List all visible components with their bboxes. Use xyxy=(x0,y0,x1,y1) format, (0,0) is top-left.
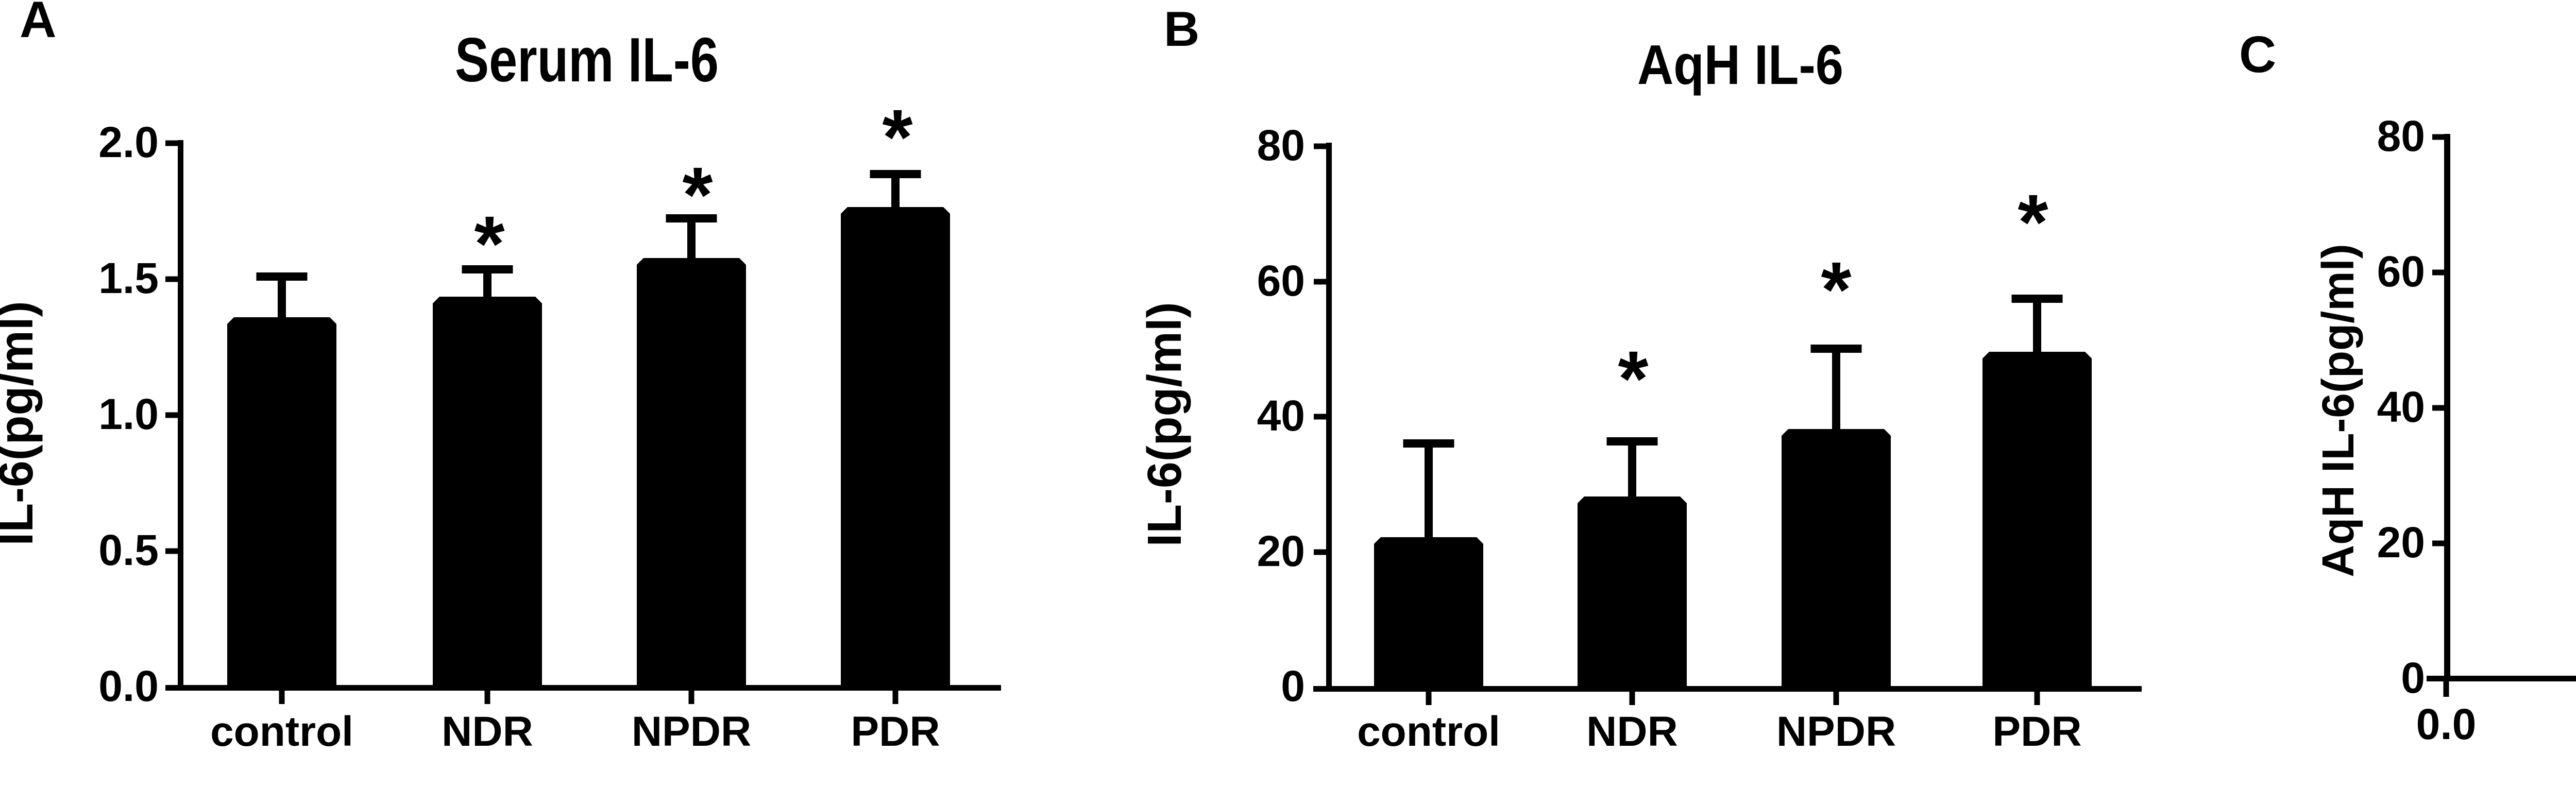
svg-text:control: control xyxy=(1357,708,1500,755)
svg-text:80: 80 xyxy=(2377,112,2425,160)
svg-text:60: 60 xyxy=(2377,247,2425,296)
svg-text:NDR: NDR xyxy=(442,708,533,755)
svg-text:PDR: PDR xyxy=(1992,708,2081,755)
svg-text:0: 0 xyxy=(2401,654,2425,702)
svg-text:0: 0 xyxy=(1281,662,1305,710)
svg-text:B: B xyxy=(1164,2,1199,57)
svg-text:80: 80 xyxy=(1257,121,1305,169)
svg-text:*: * xyxy=(474,200,504,288)
svg-text:2.0: 2.0 xyxy=(98,118,159,166)
svg-text:IL-6(pg/ml): IL-6(pg/ml) xyxy=(0,301,43,545)
svg-text:*: * xyxy=(1618,335,1648,423)
svg-text:A: A xyxy=(20,0,57,48)
svg-text:NPDR: NPDR xyxy=(632,708,751,755)
svg-text:Serum IL-6: Serum IL-6 xyxy=(455,25,719,95)
svg-text:control: control xyxy=(210,708,353,755)
svg-text:40: 40 xyxy=(2377,383,2425,431)
svg-text:60: 60 xyxy=(1257,256,1305,305)
svg-text:0.5: 0.5 xyxy=(98,526,159,574)
svg-text:0.0: 0.0 xyxy=(98,662,159,710)
svg-text:*: * xyxy=(682,151,713,239)
svg-text:AqH IL-6(pg/ml): AqH IL-6(pg/ml) xyxy=(2313,244,2363,577)
svg-text:*: * xyxy=(882,94,912,181)
svg-text:20: 20 xyxy=(1257,527,1305,575)
svg-text:1.5: 1.5 xyxy=(98,254,159,302)
svg-text:IL-6(pg/ml): IL-6(pg/ml) xyxy=(1138,302,1191,546)
svg-text:PDR: PDR xyxy=(851,708,940,755)
svg-text:0.0: 0.0 xyxy=(2416,700,2477,748)
svg-text:NDR: NDR xyxy=(1586,708,1678,755)
svg-text:*: * xyxy=(1821,246,1851,334)
svg-text:1.0: 1.0 xyxy=(98,390,159,438)
svg-text:20: 20 xyxy=(2377,518,2425,567)
svg-text:NPDR: NPDR xyxy=(1776,708,1896,755)
svg-text:AqH IL-6: AqH IL-6 xyxy=(1637,33,1843,96)
svg-text:*: * xyxy=(2018,179,2048,266)
svg-text:C: C xyxy=(2239,26,2276,83)
svg-text:40: 40 xyxy=(1257,391,1305,440)
